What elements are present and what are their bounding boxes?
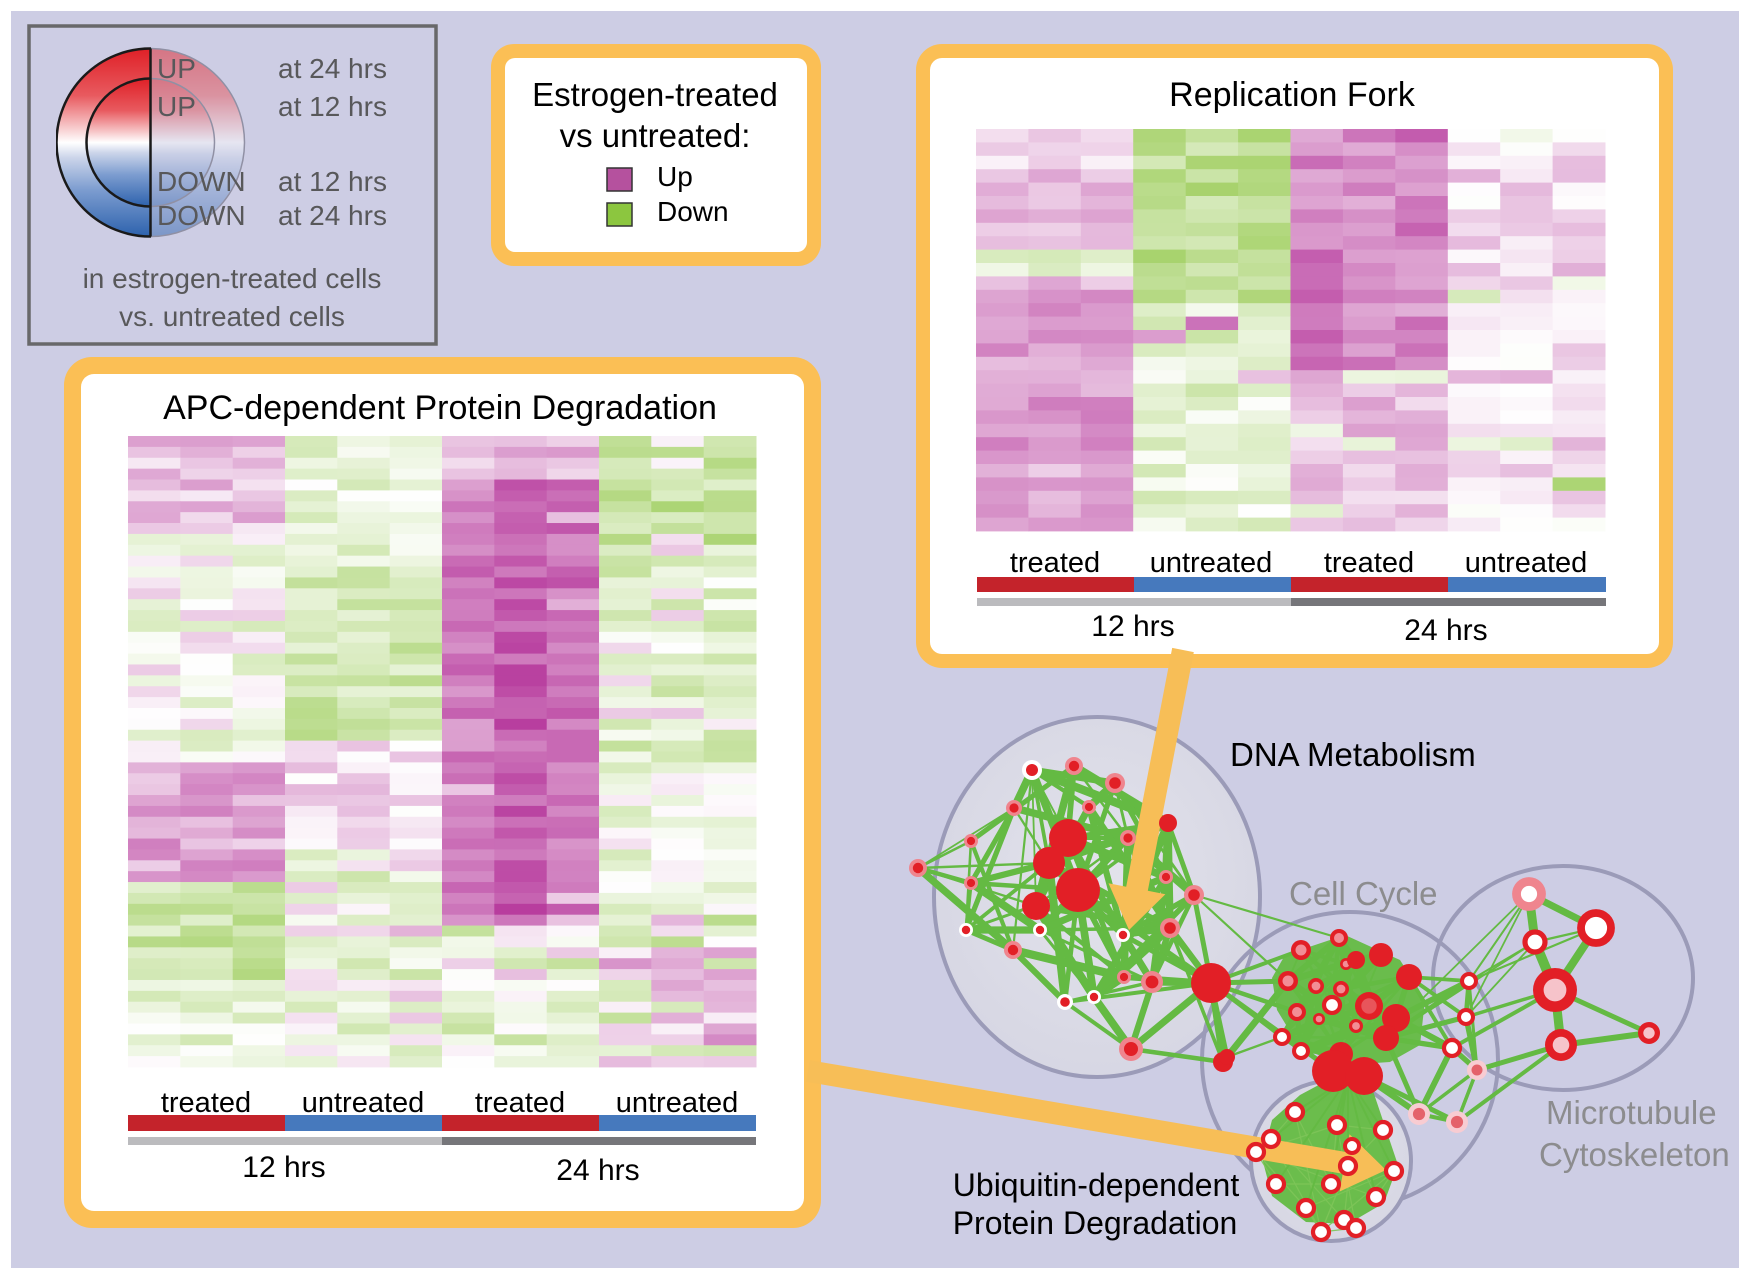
- svg-text:Microtubule: Microtubule: [1546, 1094, 1717, 1131]
- svg-text:at 24 hrs: at 24 hrs: [278, 200, 387, 231]
- svg-text:Cell Cycle: Cell Cycle: [1289, 875, 1438, 912]
- svg-text:24 hrs: 24 hrs: [1404, 614, 1487, 647]
- svg-text:Down: Down: [657, 196, 729, 227]
- svg-text:at 12 hrs: at 12 hrs: [278, 166, 387, 197]
- svg-text:12 hrs: 12 hrs: [1091, 610, 1174, 643]
- svg-text:treated: treated: [161, 1087, 251, 1119]
- svg-text:UP: UP: [157, 91, 196, 122]
- svg-text:untreated: untreated: [302, 1087, 425, 1119]
- svg-text:treated: treated: [1010, 547, 1100, 579]
- svg-text:at 24 hrs: at 24 hrs: [278, 53, 387, 84]
- svg-text:in estrogen-treated cells: in estrogen-treated cells: [83, 263, 382, 294]
- svg-text:Up: Up: [657, 161, 693, 192]
- svg-text:UP: UP: [157, 53, 196, 84]
- svg-text:24 hrs: 24 hrs: [556, 1154, 639, 1187]
- svg-text:Protein Degradation: Protein Degradation: [953, 1205, 1238, 1241]
- svg-text:Cytoskeleton: Cytoskeleton: [1539, 1136, 1730, 1173]
- svg-text:at 12 hrs: at 12 hrs: [278, 91, 387, 122]
- svg-text:treated: treated: [475, 1087, 565, 1119]
- svg-text:Replication Fork: Replication Fork: [1169, 76, 1416, 114]
- svg-text:DOWN: DOWN: [157, 200, 246, 231]
- svg-text:vs. untreated cells: vs. untreated cells: [119, 301, 345, 332]
- svg-text:untreated: untreated: [1465, 547, 1588, 579]
- svg-text:DNA Metabolism: DNA Metabolism: [1230, 736, 1476, 773]
- svg-text:untreated: untreated: [616, 1087, 739, 1119]
- svg-text:DOWN: DOWN: [157, 166, 246, 197]
- svg-text:12 hrs: 12 hrs: [242, 1151, 325, 1184]
- svg-text:vs untreated:: vs untreated:: [560, 117, 751, 154]
- svg-text:APC-dependent Protein Degradat: APC-dependent Protein Degradation: [163, 389, 717, 427]
- svg-text:untreated: untreated: [1150, 547, 1273, 579]
- svg-text:Ubiquitin-dependent: Ubiquitin-dependent: [953, 1167, 1240, 1203]
- svg-text:treated: treated: [1324, 547, 1414, 579]
- svg-text:Estrogen-treated: Estrogen-treated: [532, 76, 778, 113]
